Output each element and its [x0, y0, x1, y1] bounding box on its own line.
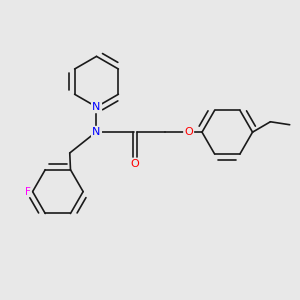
Text: O: O — [184, 127, 193, 137]
Text: F: F — [25, 187, 31, 196]
Text: O: O — [131, 159, 140, 169]
Text: N: N — [92, 102, 101, 112]
Text: N: N — [92, 127, 101, 137]
